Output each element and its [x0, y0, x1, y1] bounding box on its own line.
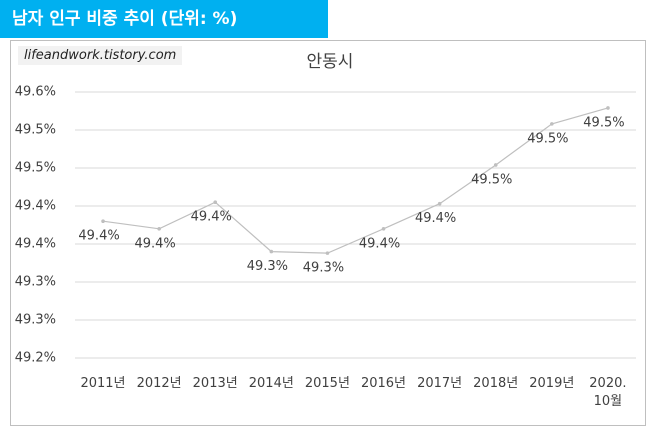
x-tick-label: 2011년	[80, 376, 126, 391]
data-label: 49.4%	[78, 229, 119, 244]
data-label: 49.4%	[359, 236, 400, 251]
x-tick-label: 2014년	[248, 376, 294, 391]
data-label: 49.5%	[583, 115, 624, 130]
data-label: 49.5%	[527, 131, 568, 146]
data-label: 49.4%	[191, 210, 232, 225]
point	[213, 200, 218, 204]
data-label: 49.4%	[415, 211, 456, 226]
data-label: 49.5%	[471, 172, 512, 187]
data-label: 49.3%	[303, 261, 344, 276]
y-tick-label: 49.2%	[15, 351, 56, 366]
x-tick-label: 2013년	[192, 376, 238, 391]
point	[269, 249, 274, 254]
chart-frame	[10, 40, 646, 426]
x-tick-label: 2015년	[304, 376, 350, 391]
x-tick-label: 2019년	[529, 376, 575, 391]
point	[381, 227, 386, 231]
data-label: 49.4%	[134, 236, 175, 251]
point	[550, 122, 554, 126]
x-tick-label: 2017년	[417, 376, 463, 391]
x-tick-label: 2012년	[136, 376, 182, 391]
point	[606, 106, 610, 110]
data-label: 49.3%	[247, 259, 288, 274]
x-tick-label: 2018년	[473, 376, 519, 391]
y-tick-label: 49.5%	[15, 123, 56, 138]
x-tick-label: 2016년	[360, 376, 407, 391]
x-tick-label: 2020. 10월	[589, 376, 627, 409]
y-tick-label: 49.4%	[15, 237, 56, 252]
y-tick-label: 49.3%	[15, 313, 56, 328]
y-tick-label: 49.6%	[15, 85, 56, 100]
y-tick-label: 49.3%	[15, 275, 56, 290]
chart-title: 안동시	[307, 52, 354, 72]
point	[493, 163, 498, 167]
y-tick-label: 49.5%	[15, 161, 56, 176]
line	[102, 107, 609, 254]
y-tick-label: 49.4%	[15, 199, 56, 214]
watermark: lifeandwork.tistory.com	[18, 46, 183, 65]
point	[437, 201, 442, 206]
header: 남자 인구 비중 추이 (단위: %)	[0, 0, 328, 38]
point	[157, 227, 161, 231]
point	[325, 251, 330, 255]
point	[101, 219, 105, 223]
